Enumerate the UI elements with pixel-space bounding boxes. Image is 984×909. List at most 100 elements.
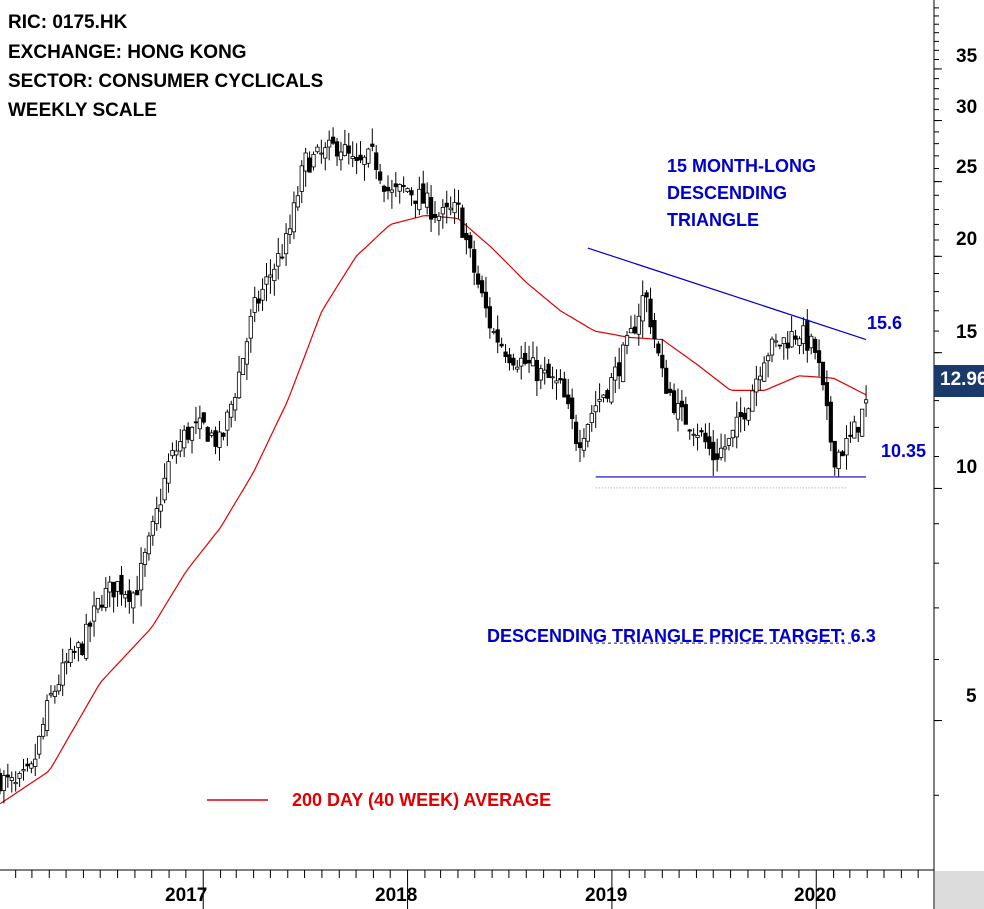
candle bbox=[248, 309, 253, 353]
candle bbox=[115, 581, 120, 607]
candle bbox=[632, 314, 637, 335]
exchange-label: EXCHANGE: HONG KONG bbox=[8, 42, 247, 63]
candle-body bbox=[311, 153, 316, 168]
candle bbox=[777, 344, 782, 350]
ma-legend-label: 200 DAY (40 WEEK) AVERAGE bbox=[292, 790, 552, 810]
candle bbox=[283, 223, 289, 266]
candle bbox=[460, 204, 465, 238]
candle-body bbox=[409, 190, 414, 196]
candle bbox=[201, 412, 206, 425]
candle bbox=[762, 356, 767, 383]
y-tick-25: 25 bbox=[956, 157, 978, 178]
candle bbox=[738, 397, 743, 433]
candle-body bbox=[789, 331, 794, 348]
candle bbox=[197, 405, 202, 440]
candle bbox=[91, 591, 97, 637]
candle-body bbox=[229, 403, 234, 418]
candle-body bbox=[182, 429, 187, 449]
candle bbox=[773, 333, 779, 348]
candle bbox=[162, 463, 167, 504]
candle-body bbox=[209, 432, 214, 436]
candle-body bbox=[813, 338, 818, 353]
candle-body bbox=[464, 232, 469, 241]
candle bbox=[801, 317, 806, 355]
candle bbox=[225, 409, 230, 447]
candle-body bbox=[240, 358, 246, 376]
candle bbox=[538, 364, 543, 390]
candle-body bbox=[577, 442, 583, 449]
candle-body bbox=[115, 581, 120, 592]
candle bbox=[268, 259, 273, 294]
candle-body bbox=[29, 763, 34, 769]
candle bbox=[464, 222, 469, 255]
candle bbox=[597, 383, 602, 413]
candle bbox=[146, 532, 152, 561]
candle-body bbox=[824, 382, 829, 407]
candle bbox=[699, 427, 704, 437]
candle-body bbox=[628, 328, 634, 334]
candle bbox=[9, 771, 14, 793]
candle bbox=[287, 214, 293, 244]
candle-body bbox=[754, 378, 759, 393]
candle-body bbox=[671, 390, 677, 414]
candle bbox=[385, 175, 391, 200]
candle bbox=[691, 428, 696, 446]
candle bbox=[750, 384, 755, 412]
candle bbox=[80, 641, 85, 656]
candle bbox=[730, 429, 735, 448]
candle bbox=[229, 400, 234, 428]
candle-body bbox=[750, 390, 755, 412]
candle bbox=[256, 290, 261, 312]
candle-body bbox=[405, 188, 410, 193]
candle-body bbox=[350, 156, 355, 160]
candle bbox=[836, 449, 841, 478]
candle-body bbox=[499, 343, 504, 347]
candle bbox=[33, 743, 38, 777]
candle bbox=[828, 396, 833, 452]
candle bbox=[209, 429, 214, 438]
candle bbox=[856, 426, 861, 443]
candle-body bbox=[734, 416, 739, 438]
candle-body bbox=[52, 690, 57, 697]
candle-body bbox=[417, 188, 422, 211]
candle-body bbox=[805, 319, 810, 351]
candle-body bbox=[299, 165, 304, 192]
y-tick-30: 30 bbox=[956, 97, 978, 118]
candle bbox=[644, 290, 649, 313]
candle bbox=[205, 426, 210, 442]
candle bbox=[707, 422, 712, 456]
candle bbox=[366, 147, 371, 168]
candle bbox=[820, 361, 826, 391]
x-axis-minor-ticks bbox=[15, 870, 919, 909]
candle bbox=[252, 286, 257, 323]
candle-body bbox=[119, 574, 124, 595]
candle-body bbox=[162, 477, 167, 501]
candle-body bbox=[711, 441, 716, 461]
candle-body bbox=[41, 724, 46, 737]
candle bbox=[295, 186, 300, 211]
candle-body bbox=[820, 361, 826, 386]
candle bbox=[25, 757, 30, 772]
candle-body bbox=[860, 408, 865, 437]
candle bbox=[276, 237, 281, 280]
candle-body bbox=[632, 326, 637, 334]
candle bbox=[186, 422, 191, 444]
candle bbox=[636, 303, 641, 346]
candle bbox=[68, 637, 73, 667]
candle-body bbox=[56, 684, 61, 692]
candle-body bbox=[730, 429, 735, 439]
candle bbox=[613, 356, 618, 394]
candle-body bbox=[652, 320, 657, 340]
candle-body bbox=[338, 151, 344, 161]
candle bbox=[530, 341, 536, 367]
candle-body bbox=[793, 335, 798, 340]
candle-body bbox=[307, 157, 312, 173]
candle-body bbox=[389, 189, 394, 193]
candle bbox=[17, 771, 22, 788]
candle-body bbox=[13, 781, 18, 785]
candle bbox=[648, 287, 653, 334]
candle-body bbox=[276, 253, 281, 267]
candle-body bbox=[624, 335, 630, 346]
candle-body bbox=[683, 404, 688, 425]
candle bbox=[863, 385, 869, 417]
